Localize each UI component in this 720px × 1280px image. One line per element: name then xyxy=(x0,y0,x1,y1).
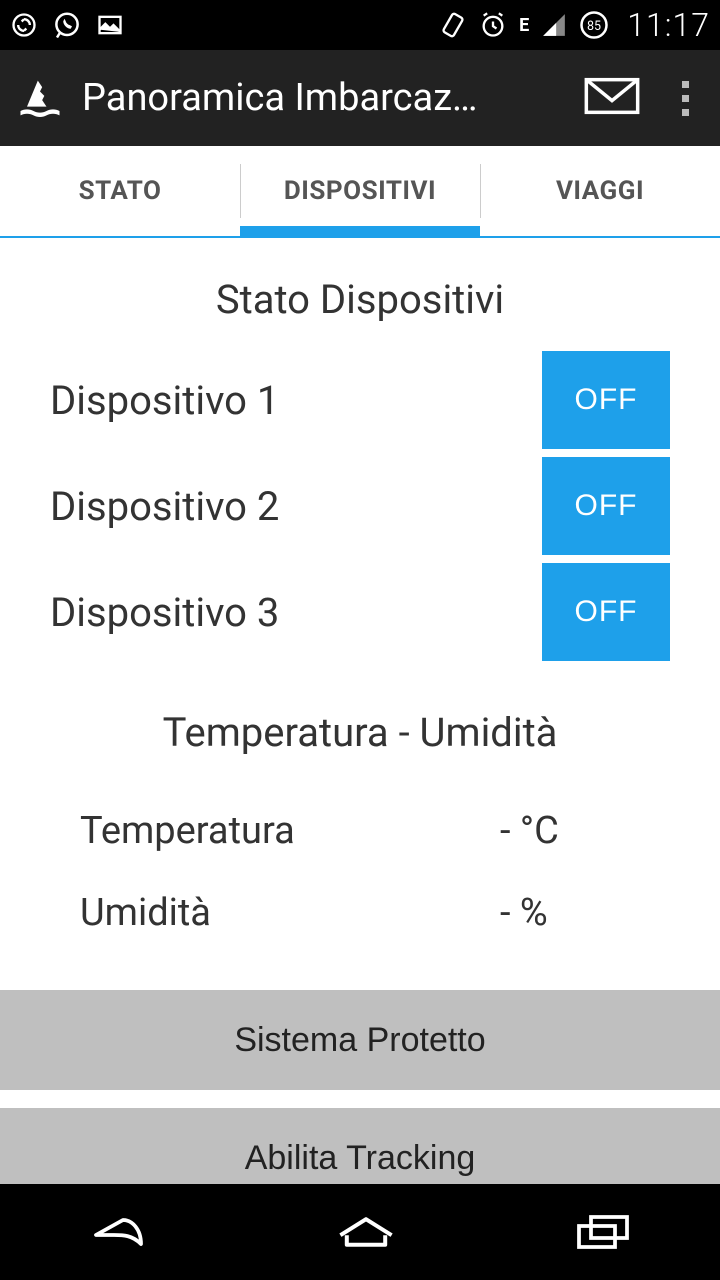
sensor-label: Temperatura xyxy=(80,809,500,853)
recent-apps-icon[interactable] xyxy=(573,1210,633,1254)
device-toggle-3[interactable]: OFF xyxy=(542,563,670,661)
device-label: Dispositivo 3 xyxy=(50,589,542,636)
sensor-row: Temperatura - °C xyxy=(0,790,720,872)
signal-icon xyxy=(541,12,567,38)
sensor-row: Umidità - % xyxy=(0,872,720,954)
tab-bar: STATO DISPOSITIVI VIAGGI xyxy=(0,146,720,238)
android-statusbar: E 85 11:17 xyxy=(0,0,720,50)
app-actionbar: Panoramica Imbarcaz… xyxy=(0,50,720,146)
device-toggle-1[interactable]: OFF xyxy=(542,351,670,449)
back-icon[interactable] xyxy=(87,1210,159,1254)
mail-icon[interactable] xyxy=(584,76,640,120)
sync-icon xyxy=(10,11,38,39)
device-row: Dispositivo 2 OFF xyxy=(0,453,720,559)
device-row: Dispositivo 3 OFF xyxy=(0,559,720,665)
alarm-icon xyxy=(479,11,507,39)
sensor-value-temperature: - °C xyxy=(500,809,640,853)
device-label: Dispositivo 1 xyxy=(50,377,542,424)
device-label: Dispositivo 2 xyxy=(50,483,542,530)
tab-dispositivi[interactable]: DISPOSITIVI xyxy=(240,146,480,236)
tab-stato[interactable]: STATO xyxy=(0,146,240,236)
tab-viaggi[interactable]: VIAGGI xyxy=(480,146,720,236)
battery-icon: 85 xyxy=(579,10,609,40)
main-content: Stato Dispositivi Dispositivo 1 OFF Disp… xyxy=(0,238,720,1226)
devices-section-title: Stato Dispositivi xyxy=(0,258,720,347)
android-navbar xyxy=(0,1184,720,1280)
overflow-menu-icon[interactable] xyxy=(668,81,708,116)
svg-text:85: 85 xyxy=(587,19,601,34)
system-protected-button[interactable]: Sistema Protetto xyxy=(0,990,720,1090)
device-toggle-2[interactable]: OFF xyxy=(542,457,670,555)
sensor-value-humidity: - % xyxy=(500,891,640,935)
app-logo-icon xyxy=(12,70,68,126)
actionbar-title: Panoramica Imbarcaz… xyxy=(82,76,556,120)
device-row: Dispositivo 1 OFF xyxy=(0,347,720,453)
image-icon xyxy=(96,11,124,39)
sensors-section-title: Temperatura - Umidità xyxy=(0,665,720,790)
network-type: E xyxy=(519,15,529,36)
rotate-icon xyxy=(439,11,467,39)
sensor-label: Umidità xyxy=(80,891,500,935)
status-clock: 11:17 xyxy=(627,6,710,44)
whatsapp-icon xyxy=(52,10,82,40)
home-icon[interactable] xyxy=(334,1210,398,1254)
